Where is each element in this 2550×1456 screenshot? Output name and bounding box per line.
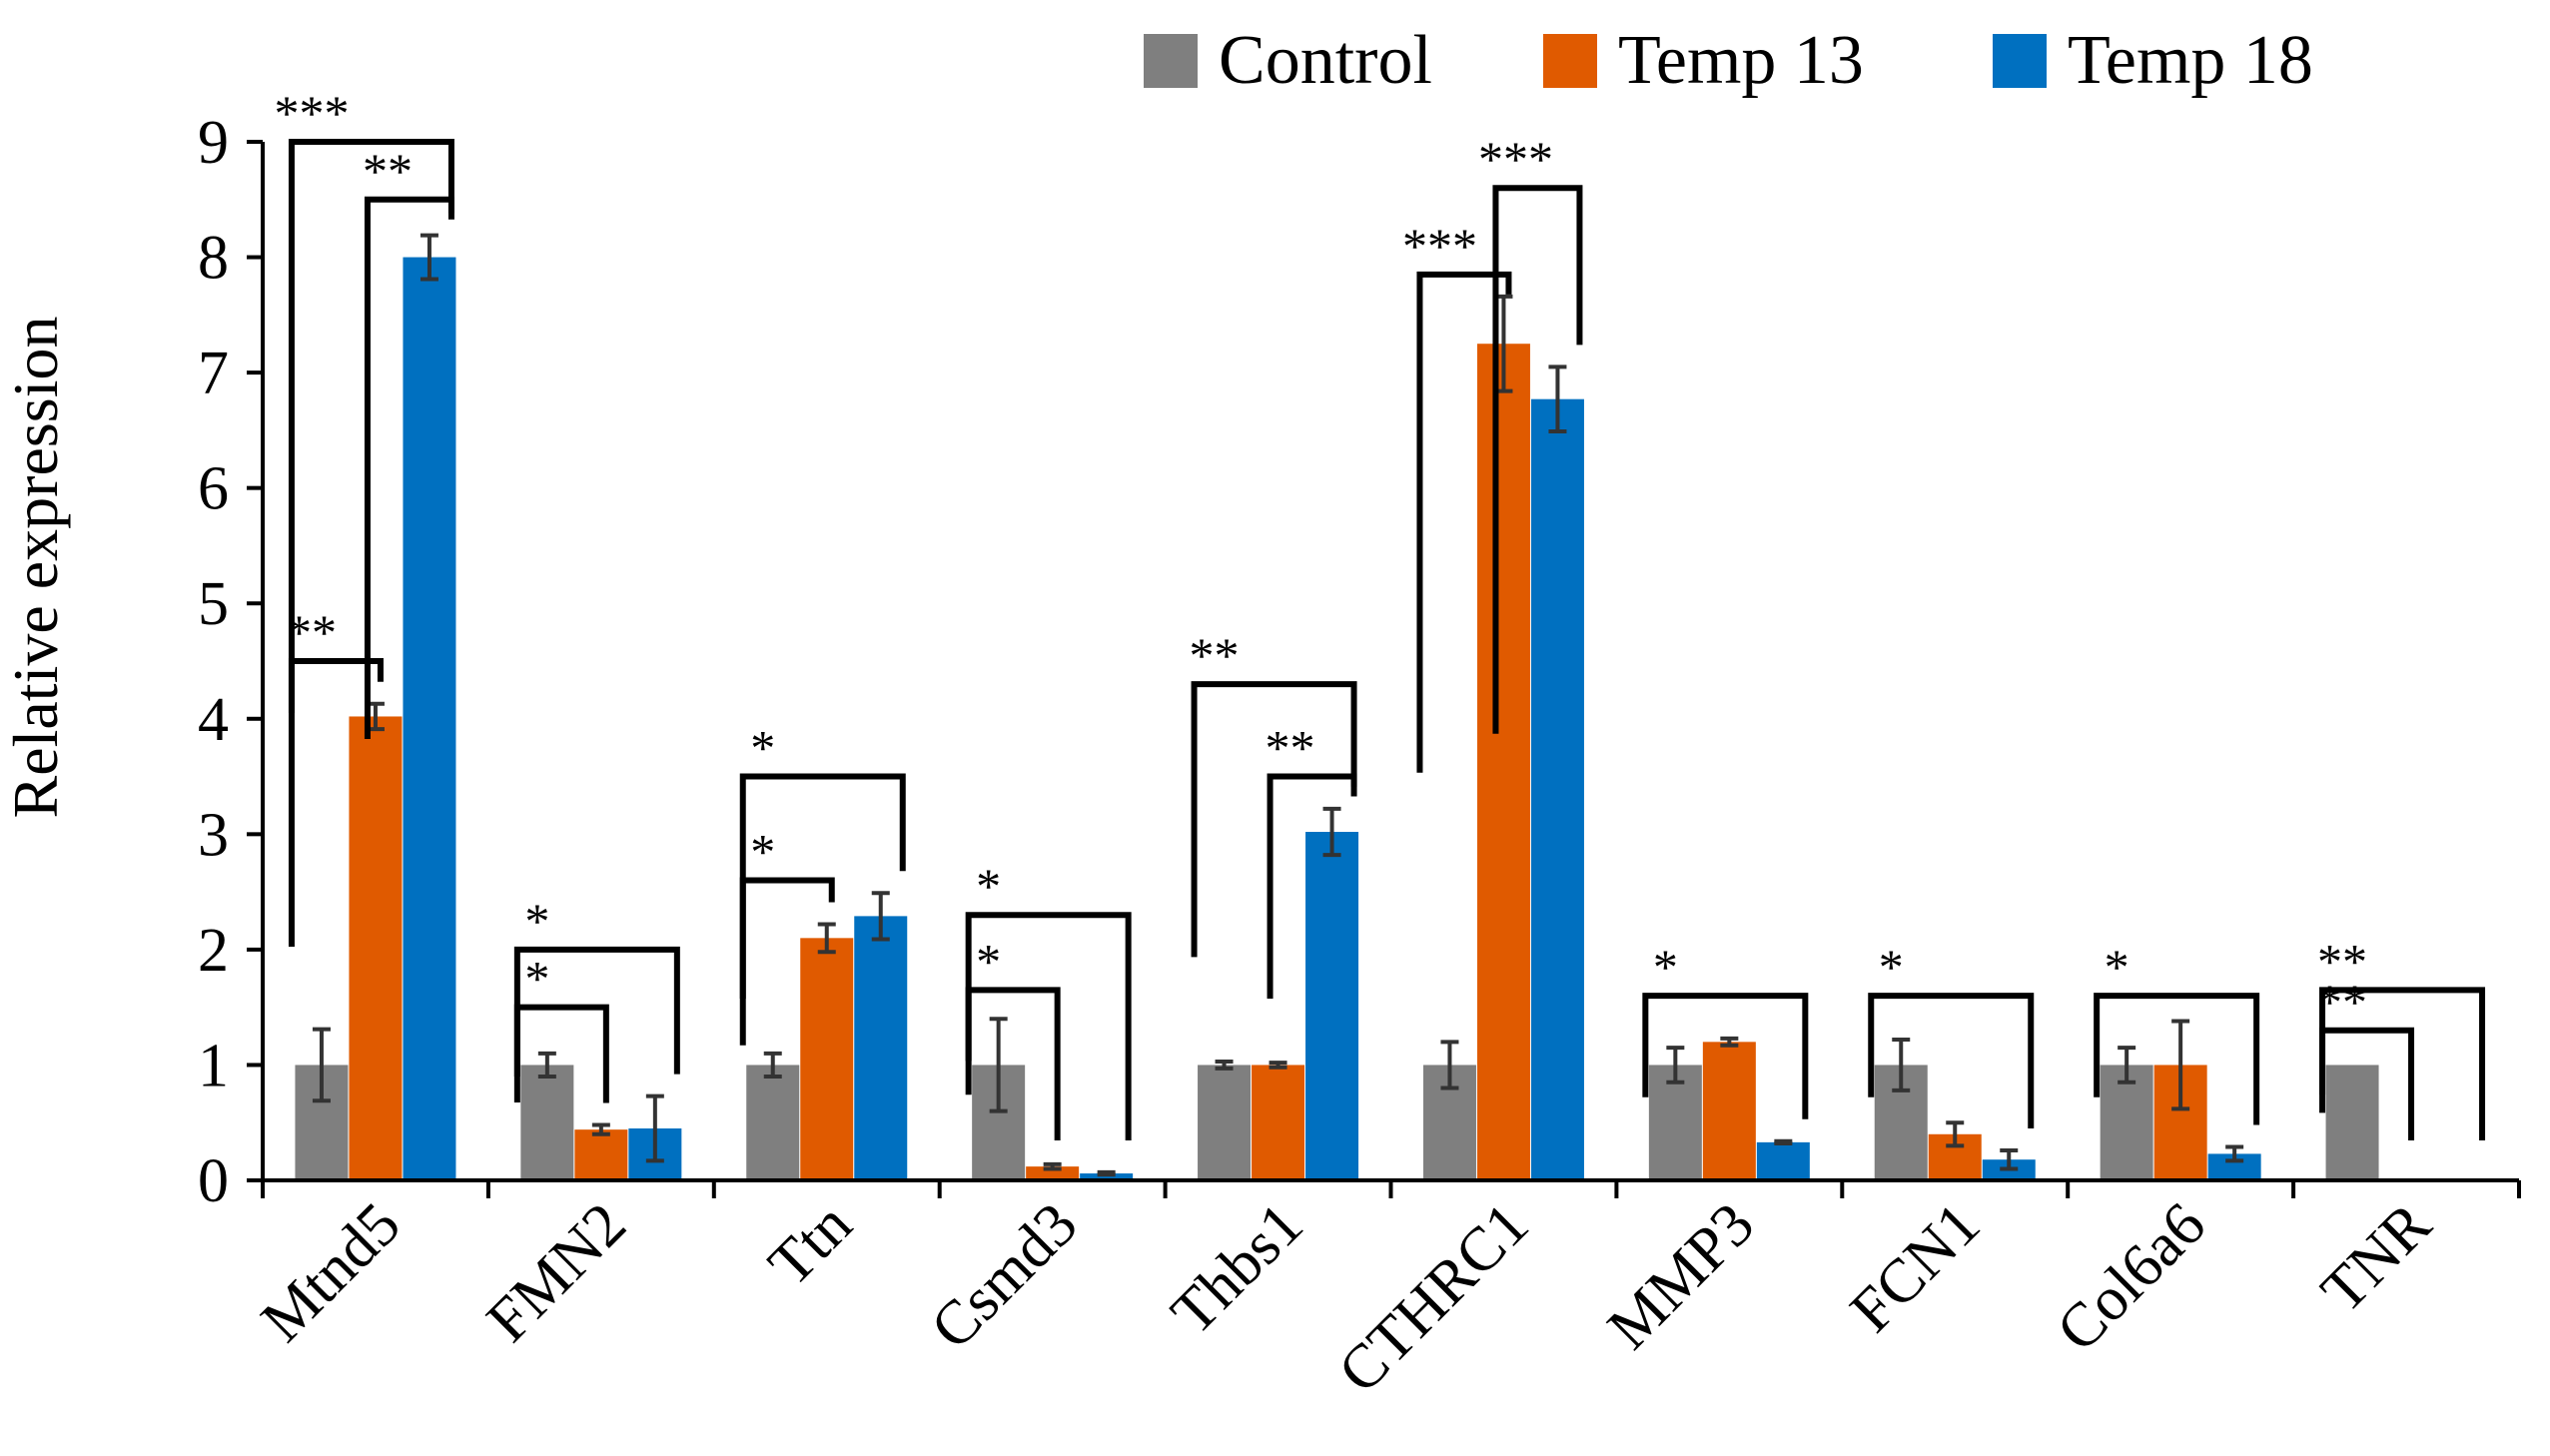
significance-label: * <box>976 858 1001 914</box>
category-label: Mtnd5 <box>249 1190 414 1355</box>
y-tick-label: 6 <box>198 455 229 523</box>
bar-control <box>2325 1065 2379 1180</box>
category-label: FMN2 <box>474 1190 639 1355</box>
bar-temp-13 <box>1026 1166 1080 1180</box>
significance-label: ** <box>1266 720 1315 776</box>
bar-temp-13 <box>574 1129 628 1180</box>
category-label: FCN1 <box>1838 1190 1993 1345</box>
category-label: Ttn <box>756 1190 865 1299</box>
category-labels: Mtnd5 FMN2 Ttn Csmd3 Thbs1 CTHRC1 MMP3 FCN1 Col6… <box>249 1189 2445 1406</box>
bar-temp-18 <box>403 257 456 1180</box>
significance-label: * <box>1879 939 1904 995</box>
significance-label: * <box>524 893 549 949</box>
legend[interactable]: Control Temp 13 Temp 18 <box>1144 22 2313 99</box>
y-ticks: 0 1 2 3 4 5 6 7 8 9 <box>198 109 263 1215</box>
bar-control <box>746 1065 800 1180</box>
bar-temp-13 <box>1702 1042 1756 1180</box>
significance-label: ** <box>2317 974 2367 1030</box>
axes <box>261 142 2521 1198</box>
bar-temp-13 <box>1476 344 1530 1180</box>
category-label: TNR <box>2308 1189 2444 1325</box>
bar-temp-18 <box>1080 1173 1134 1180</box>
legend-label: Temp 18 <box>2068 22 2313 99</box>
category-label: MMP3 <box>1595 1190 1767 1362</box>
bar-control <box>520 1065 574 1180</box>
significance-bracket <box>1191 681 1357 958</box>
significance-bracket <box>513 946 680 1077</box>
significance-label: * <box>976 933 1001 989</box>
significance-label: * <box>750 824 775 880</box>
significance-bracket <box>2319 987 2486 1140</box>
significance-bracket <box>288 139 454 713</box>
significance-label: ** <box>2317 933 2367 989</box>
y-tick-label: 4 <box>198 686 229 754</box>
significance-label: * <box>750 720 775 776</box>
significance-bracket <box>1868 993 2035 1128</box>
significance-bracket <box>288 658 384 947</box>
significance-label: ** <box>287 604 337 660</box>
significance-bracket <box>1416 271 1512 773</box>
significance-label: *** <box>1402 218 1477 274</box>
y-axis-title: Relative expression <box>0 317 71 819</box>
y-tick-label: 2 <box>198 917 229 985</box>
category-label: Thbs1 <box>1159 1190 1316 1348</box>
significance-label: ** <box>363 143 413 199</box>
legend-label: Temp 13 <box>1618 22 1864 99</box>
bar-control <box>1198 1065 1252 1180</box>
legend-swatch <box>1144 34 1198 88</box>
y-tick-label: 0 <box>198 1147 229 1215</box>
significance-brackets: ************************ * ***** <box>274 85 2486 1140</box>
y-tick-label: 1 <box>198 1032 229 1099</box>
significance-bracket <box>1492 185 1583 734</box>
y-tick-label: 9 <box>198 109 229 177</box>
bar-temp-18 <box>854 916 908 1180</box>
y-tick-label: 5 <box>198 570 229 638</box>
significance-label: *** <box>274 85 349 141</box>
significance-bracket <box>965 912 1132 1140</box>
category-label: CTHRC1 <box>1325 1190 1541 1406</box>
significance-label: * <box>524 951 549 1007</box>
significance-label: * <box>2105 939 2129 995</box>
significance-label: ** <box>1190 627 1240 683</box>
bar-temp-13 <box>1252 1065 1305 1180</box>
category-label: Col6a6 <box>2044 1190 2218 1365</box>
bar-temp-18 <box>1530 398 1584 1180</box>
bar-temp-13 <box>800 938 854 1180</box>
bar-temp-18 <box>1305 832 1359 1180</box>
significance-bracket <box>1267 773 1357 999</box>
legend-swatch <box>1543 34 1597 88</box>
y-tick-label: 8 <box>198 225 229 293</box>
significance-bracket <box>739 773 906 999</box>
legend-label: Control <box>1219 22 1432 99</box>
category-label: Csmd3 <box>918 1190 1090 1362</box>
significance-label: * <box>1653 939 1678 995</box>
y-tick-label: 3 <box>198 801 229 869</box>
significance-bracket <box>364 196 454 739</box>
significance-bracket <box>2094 993 2260 1125</box>
legend-swatch <box>1993 34 2047 88</box>
error-bars <box>312 233 2244 1177</box>
significance-label: *** <box>1478 131 1553 187</box>
y-tick-label: 7 <box>198 340 229 407</box>
significance-bracket <box>1642 993 1809 1119</box>
bar-temp-18 <box>1756 1141 1810 1180</box>
bar-temp-13 <box>349 716 403 1180</box>
